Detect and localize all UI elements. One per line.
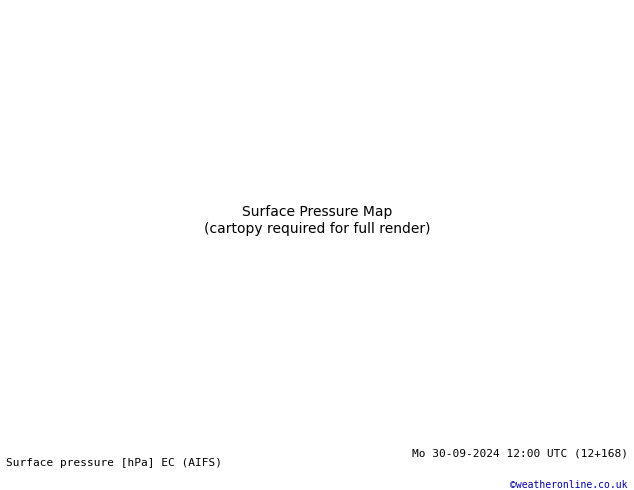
Text: Mo 30-09-2024 12:00 UTC (12+168): Mo 30-09-2024 12:00 UTC (12+168) <box>411 448 628 458</box>
Text: ©weatheronline.co.uk: ©weatheronline.co.uk <box>510 480 628 490</box>
Text: Surface Pressure Map
(cartopy required for full render): Surface Pressure Map (cartopy required f… <box>204 205 430 236</box>
Text: Surface pressure [hPa] EC (AIFS): Surface pressure [hPa] EC (AIFS) <box>6 458 223 468</box>
